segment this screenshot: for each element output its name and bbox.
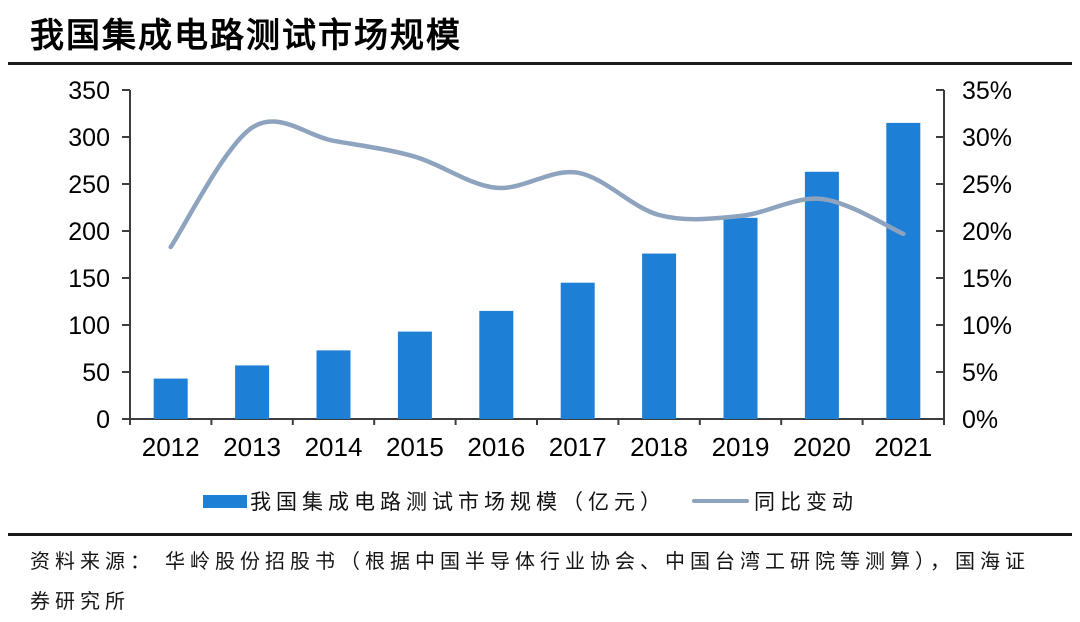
x-axis-year-label: 2021 <box>874 432 932 462</box>
yoy-line <box>168 119 906 250</box>
chart-title: 我国集成电路测试市场规模 <box>30 17 462 55</box>
legend-line-swatch <box>692 499 749 503</box>
left-axis-tick-label: 350 <box>68 77 110 105</box>
left-axis-tick-label: 0 <box>96 406 110 434</box>
bar-2017 <box>560 282 595 419</box>
bar-2018 <box>642 253 677 419</box>
right-axis-tick-label: 0% <box>962 406 998 434</box>
right-axis-tick-label: 25% <box>962 171 1012 199</box>
x-axis-year-label: 2016 <box>467 432 525 462</box>
bar-2020 <box>804 171 839 419</box>
bar-2013 <box>235 365 270 419</box>
x-axis-year-label: 2014 <box>305 432 363 462</box>
right-axis-tick-label: 10% <box>962 312 1012 340</box>
left-axis-tick-label: 150 <box>68 265 110 293</box>
chart-legend: 我国集成电路测试市场规模（亿元） 同比变动 <box>203 490 858 514</box>
left-axis-tick-label: 200 <box>68 218 110 246</box>
right-axis-tick-label: 30% <box>962 124 1012 152</box>
left-axis-tick-label: 50 <box>82 359 110 387</box>
right-axis-tick-label: 5% <box>962 359 998 387</box>
right-axis-tick-label: 20% <box>962 218 1012 246</box>
x-axis-year-label: 2013 <box>223 432 281 462</box>
left-axis-tick-label: 250 <box>68 171 110 199</box>
legend-bar-label: 我国集成电路测试市场规模（亿元） <box>250 490 666 514</box>
source-line-2: 券研究所 <box>30 591 130 613</box>
x-axis-year-label: 2012 <box>142 432 200 462</box>
legend-bar-swatch <box>203 494 247 508</box>
x-axis-year-label: 2019 <box>712 432 770 462</box>
legend-line-label: 同比变动 <box>754 490 858 514</box>
right-axis-tick-label: 15% <box>962 265 1012 293</box>
left-axis-tick-label: 100 <box>68 312 110 340</box>
x-axis-year-label: 2017 <box>549 432 607 462</box>
source-divider <box>8 533 1072 536</box>
bar-2021 <box>886 122 921 420</box>
x-axis-year-label: 2018 <box>630 432 688 462</box>
x-axis-year-label: 2015 <box>386 432 444 462</box>
left-axis-tick-label: 300 <box>68 124 110 152</box>
title-divider <box>8 62 1072 65</box>
bar-2012 <box>153 378 188 419</box>
bar-2015 <box>397 331 432 419</box>
x-axis-year-label: 2020 <box>793 432 851 462</box>
bar-2016 <box>479 310 514 419</box>
bar-2019 <box>723 217 758 419</box>
bar-2014 <box>316 350 351 419</box>
source-note: 资料来源： 华岭股份招股书（根据中国半导体行业协会、中国台湾工研院等测算），国海… <box>30 542 1060 622</box>
source-line-1: 资料来源： 华岭股份招股书（根据中国半导体行业协会、中国台湾工研院等测算），国海… <box>30 551 1030 573</box>
right-axis-tick-label: 35% <box>962 77 1012 105</box>
